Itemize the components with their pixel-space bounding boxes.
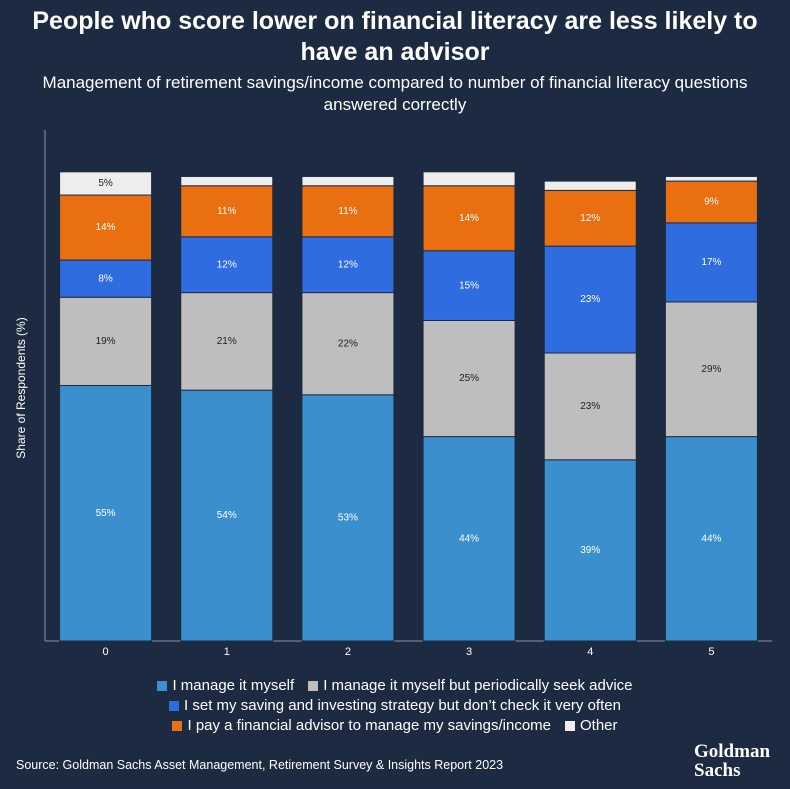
y-axis-label: Share of Respondents (%) bbox=[14, 317, 28, 458]
legend-item: I set my saving and investing strategy b… bbox=[169, 696, 621, 716]
bar-segment bbox=[543, 180, 637, 191]
data-label: 44% bbox=[459, 533, 479, 544]
source-note: Source: Goldman Sachs Asset Management, … bbox=[16, 758, 504, 772]
bar-segment bbox=[180, 292, 274, 391]
bar-segment bbox=[422, 250, 516, 321]
data-label: 39% bbox=[580, 545, 600, 556]
data-label: 17% bbox=[701, 257, 721, 268]
data-label: 12% bbox=[217, 259, 237, 270]
data-label: 25% bbox=[459, 373, 479, 384]
legend-label: I set my saving and investing strategy b… bbox=[184, 697, 621, 714]
bar-segment bbox=[59, 296, 153, 386]
legend-swatch bbox=[308, 681, 319, 691]
chart-subtitle: Management of retirement savings/income … bbox=[42, 73, 748, 114]
data-label: 44% bbox=[701, 533, 721, 544]
bar-segment bbox=[59, 194, 153, 261]
x-tick-label: 0 bbox=[103, 646, 109, 658]
bar-segment bbox=[422, 171, 516, 187]
data-label: 14% bbox=[96, 222, 116, 233]
data-label: 19% bbox=[96, 336, 116, 347]
bar-segment bbox=[543, 245, 637, 354]
bar-segment bbox=[180, 389, 274, 642]
logo: Goldman Sachs bbox=[694, 741, 771, 781]
data-label: 23% bbox=[580, 294, 600, 305]
legend-swatch bbox=[169, 701, 180, 711]
legend-item: I manage it myself but periodically seek… bbox=[308, 676, 633, 696]
bar-segment bbox=[301, 175, 395, 187]
legend-swatch bbox=[172, 721, 183, 731]
bar-segment bbox=[301, 394, 395, 642]
legend: I manage it myself I manage it myself but… bbox=[0, 676, 790, 736]
bar-segment bbox=[664, 436, 758, 642]
data-label: 12% bbox=[338, 259, 358, 270]
bar-segment bbox=[664, 175, 758, 182]
x-tick-label: 3 bbox=[466, 646, 472, 658]
data-label: 11% bbox=[338, 206, 357, 217]
legend-label: I pay a financial advisor to manage my s… bbox=[187, 717, 551, 734]
x-tick-label: 2 bbox=[345, 646, 351, 658]
bar-segment bbox=[664, 222, 758, 303]
data-label: 53% bbox=[338, 513, 358, 524]
legend-item: Other bbox=[565, 716, 618, 736]
bar-segment bbox=[59, 385, 153, 642]
data-label: 54% bbox=[217, 510, 237, 521]
x-tick-label: 5 bbox=[708, 646, 714, 658]
legend-item: I pay a financial advisor to manage my s… bbox=[172, 716, 551, 736]
bar-segment bbox=[301, 292, 395, 396]
legend-swatch bbox=[157, 681, 168, 691]
bar-segment bbox=[664, 180, 758, 224]
bar-segment bbox=[180, 236, 274, 294]
bar-segment bbox=[301, 236, 395, 294]
data-label: 21% bbox=[217, 336, 237, 347]
data-label: 5% bbox=[98, 178, 113, 189]
chart-title: People who score lower on financial lite… bbox=[32, 7, 758, 66]
bar-segment bbox=[59, 259, 153, 298]
data-label: 8% bbox=[98, 273, 113, 284]
data-label: 12% bbox=[580, 213, 600, 224]
legend-item: I manage it myself bbox=[157, 676, 294, 696]
data-label: 55% bbox=[96, 508, 116, 519]
data-label: 14% bbox=[459, 213, 479, 224]
bar-segment bbox=[59, 171, 153, 196]
legend-label: I manage it myself bbox=[172, 677, 295, 694]
data-label: 15% bbox=[459, 280, 479, 291]
legend-label: I manage it myself but periodically seek… bbox=[323, 677, 633, 694]
chart: Share of Respondents (%) 055%19%8%14%5%1… bbox=[14, 130, 772, 658]
bar-segment bbox=[422, 185, 516, 252]
legend-swatch bbox=[565, 721, 575, 731]
bar-segment bbox=[180, 175, 274, 187]
data-label: 11% bbox=[217, 206, 236, 217]
x-tick-label: 4 bbox=[587, 646, 593, 658]
bar-segment bbox=[664, 301, 758, 438]
x-tick-label: 1 bbox=[224, 646, 230, 658]
data-label: 23% bbox=[580, 401, 600, 412]
bar-segment bbox=[301, 185, 395, 238]
data-label: 29% bbox=[701, 364, 721, 375]
bar-segment bbox=[180, 185, 274, 238]
data-label: 9% bbox=[704, 197, 719, 208]
data-label: 22% bbox=[338, 338, 358, 349]
legend-label: Other bbox=[580, 717, 618, 734]
